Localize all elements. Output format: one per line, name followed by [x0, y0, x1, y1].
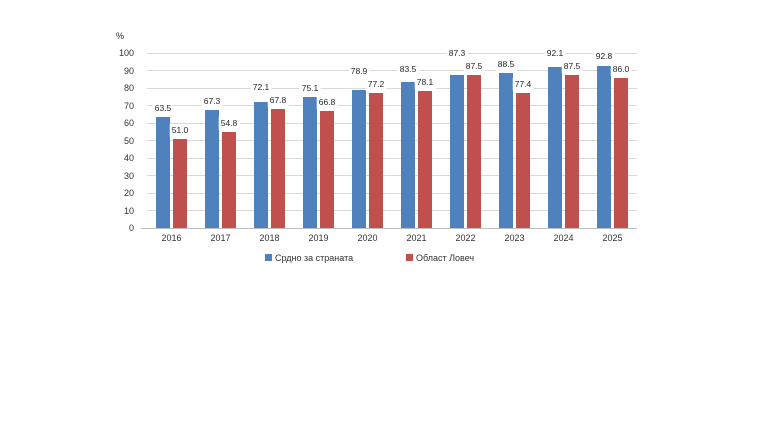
data-label: 67.3 — [201, 95, 223, 109]
x-axis-line — [141, 228, 637, 229]
bar-Област Ловеч — [516, 92, 530, 228]
bar-Област Ловеч — [418, 91, 432, 228]
x-axis-tick: 2016 — [161, 233, 182, 243]
y-axis-tick: 10 — [123, 205, 134, 216]
data-label: 67.8 — [267, 94, 289, 108]
data-label: 88.5 — [495, 58, 517, 72]
gridline — [147, 70, 637, 71]
bar-Срдно за страната — [450, 75, 464, 228]
data-label: 77.2 — [365, 77, 387, 91]
y-axis-tick: 50 — [123, 135, 134, 146]
bar-Област Ловеч — [222, 132, 236, 228]
bar-Срдно за страната — [156, 116, 170, 228]
data-label: 87.3 — [446, 46, 468, 60]
data-label: 72.1 — [250, 81, 272, 95]
x-axis-tick: 2025 — [602, 233, 623, 243]
gridline — [147, 87, 637, 89]
data-label: 77.4 — [512, 77, 534, 91]
data-label: 63.5 — [152, 101, 174, 115]
bar-Срдно за страната — [401, 81, 415, 228]
gridline — [147, 52, 637, 54]
gridline — [147, 175, 637, 176]
bar-Област Ловеч — [614, 77, 628, 228]
data-label: 78.9 — [348, 64, 370, 78]
y-axis-tick: 20 — [123, 188, 134, 198]
y-axis-tick: 80 — [123, 83, 134, 93]
bar-Област Ловеч — [369, 92, 383, 228]
bar-Област Ловеч — [173, 138, 187, 228]
y-axis-tick: 30 — [123, 170, 134, 181]
x-axis-tick: 2018 — [259, 233, 280, 243]
gridline — [147, 105, 637, 106]
data-label: 86.0 — [610, 62, 632, 76]
bar-Срдно за страната — [303, 96, 317, 228]
gridline — [147, 140, 637, 141]
data-label: 51.0 — [169, 123, 191, 137]
x-axis-tick: 2024 — [553, 233, 574, 243]
legend-item: Област Ловеч — [406, 251, 474, 264]
legend-item: Срдно за страната — [265, 251, 353, 264]
bar-Област Ловеч — [565, 74, 579, 228]
bar-Срдно за страната — [499, 73, 513, 228]
data-label: 87.5 — [463, 59, 485, 73]
legend-marker-square — [406, 254, 413, 261]
data-label: 78.1 — [414, 76, 436, 90]
y-axis-tick: 0 — [128, 223, 134, 233]
legend-label: Срдно за страната — [275, 252, 354, 263]
x-axis-tick: 2020 — [357, 233, 378, 243]
x-axis-tick: 2017 — [210, 233, 231, 243]
y-axis-tick: 70 — [123, 100, 134, 111]
bar-Област Ловеч — [271, 109, 285, 228]
x-axis-tick: 2023 — [504, 233, 525, 243]
legend-label: Област Ловеч — [416, 252, 475, 263]
x-axis-tick: 2021 — [406, 233, 427, 243]
bar-Срдно за страната — [205, 110, 219, 228]
y-axis-tick: 40 — [123, 153, 134, 163]
gridline — [147, 157, 637, 159]
x-axis-tick: 2019 — [308, 233, 329, 243]
y-axis-tick: 90 — [123, 65, 134, 76]
bar-Срдно за страната — [548, 66, 562, 228]
bar-Срдно за страната — [597, 65, 611, 228]
data-label: 87.5 — [561, 59, 583, 73]
x-axis-tick: 2022 — [455, 233, 476, 243]
y-axis-tick: 100 — [118, 48, 134, 58]
y-axis-tick: 60 — [123, 118, 134, 128]
data-label: 66.8 — [316, 96, 338, 110]
data-label: 54.8 — [218, 117, 240, 131]
data-label: 83.5 — [397, 63, 419, 77]
legend-marker-square — [265, 254, 272, 261]
bar-Област Ловеч — [320, 111, 334, 228]
gridline — [147, 192, 637, 194]
bar-Област Ловеч — [467, 74, 481, 228]
gridline — [147, 122, 637, 124]
data-label: 92.1 — [544, 46, 566, 60]
bar-Срдно за страната — [254, 101, 268, 228]
data-label: 92.8 — [593, 49, 615, 63]
plot-area: 63.5 51.0 67.3 54.8 72.1 67.8 75.1 66.8 78.9 77.2… — [147, 46, 637, 228]
gridline — [147, 210, 637, 211]
y-axis-unit-label: % — [116, 31, 125, 41]
data-label: 75.1 — [299, 81, 321, 95]
bar-Срдно за страната — [352, 89, 366, 228]
